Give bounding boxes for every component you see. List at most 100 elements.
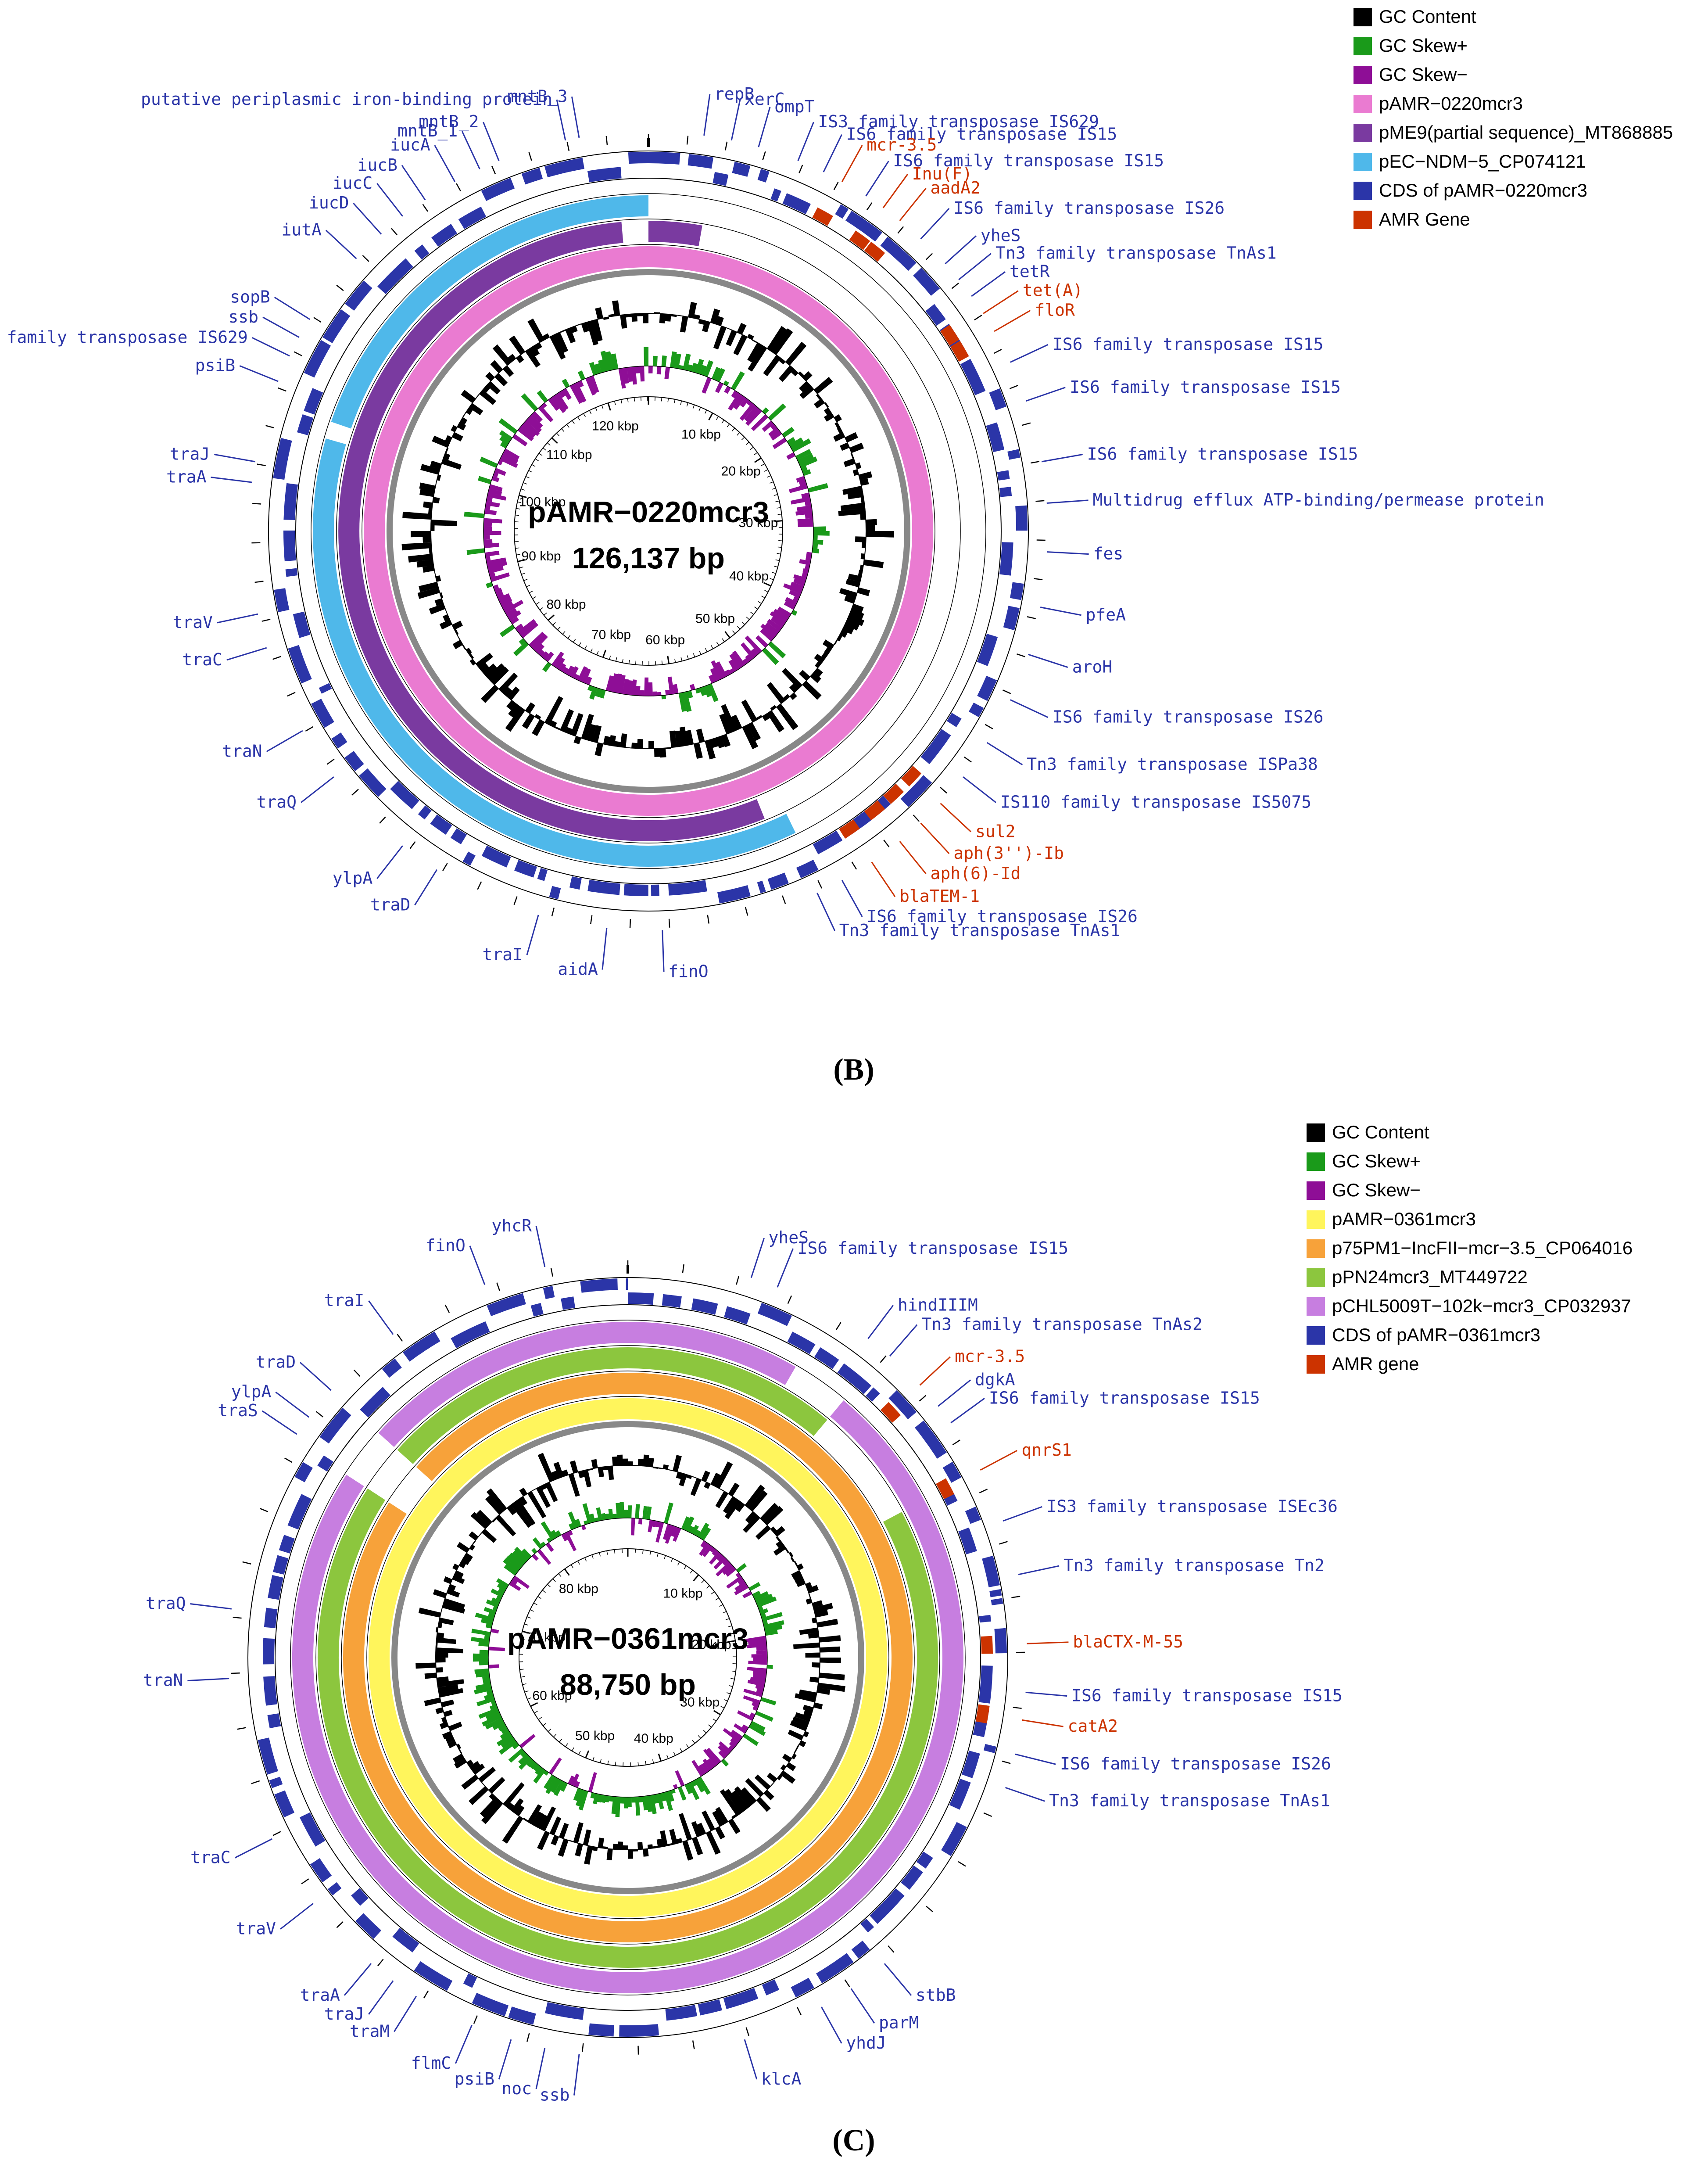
- ruler-tick: [705, 648, 708, 652]
- cds-block: [580, 1278, 618, 1293]
- cds-block: [430, 814, 452, 835]
- identity-ring-pPN24mcr3: [397, 1347, 628, 1464]
- gene-leader-line: [841, 880, 863, 917]
- ruler-tick: [516, 554, 520, 556]
- gene-leader-line: [938, 1379, 971, 1407]
- ruler-tick: [571, 1565, 573, 1568]
- cds-block: [757, 169, 770, 183]
- ruler-tick: [770, 481, 773, 484]
- legend: GC Content GC Skew+ GC Skew− pAMR−0220mcr3 p…: [1354, 6, 1673, 230]
- ruler-tick: [727, 423, 730, 427]
- cds-block: [322, 309, 351, 343]
- outer-tick: [999, 1541, 1008, 1545]
- ruler-tick: [673, 1751, 676, 1756]
- gene-label: IS6 family transposase IS15: [797, 1238, 1068, 1258]
- cds-block: [969, 703, 984, 718]
- ruler-tick: [732, 427, 735, 431]
- ruler-tick: [775, 500, 780, 502]
- gene-leader-line: [797, 122, 814, 161]
- cds-block: [1003, 606, 1020, 631]
- outer-tick: [926, 1906, 934, 1913]
- gene-label: IS6 family transposase IS15: [1071, 1686, 1343, 1705]
- ruler-tick: [602, 650, 606, 658]
- gene-label: iucB: [357, 155, 397, 175]
- ruler-tick: [622, 659, 623, 663]
- gene-label: Tn3 family transposase TnAs2: [921, 1315, 1203, 1334]
- gene-leader-line: [571, 97, 580, 138]
- cds-block: [263, 1676, 277, 1706]
- outer-tick: [305, 726, 314, 732]
- legend-label: GC Skew+: [1332, 1151, 1421, 1171]
- ruler-tick: [524, 1623, 528, 1626]
- identity-ring-pCHL5009T: [292, 1400, 963, 1993]
- gene-leader-line: [744, 2039, 758, 2080]
- amr-gene-label: qnrS1: [1021, 1440, 1071, 1460]
- gene-leader-line: [1027, 1641, 1069, 1644]
- cds-block: [723, 1988, 759, 2010]
- amr-gene-label: floR: [1035, 301, 1075, 320]
- cds-block: [648, 152, 680, 165]
- gene-label: mntB_3: [507, 86, 567, 106]
- cds-block: [285, 568, 298, 577]
- gene-leader-line: [750, 1238, 765, 1278]
- outer-tick: [423, 1990, 429, 1999]
- ruler-tick: [543, 448, 547, 451]
- ruler-tick: [577, 416, 580, 420]
- amr-gene-label: blaTEM-1: [899, 886, 980, 906]
- ruler-tick: [635, 1549, 636, 1553]
- cds-block: [549, 886, 561, 900]
- gene-label: finO: [425, 1236, 465, 1255]
- outer-tick: [473, 2015, 478, 2024]
- gene-leader-line: [526, 915, 539, 955]
- gene-leader-line: [1010, 344, 1049, 363]
- ruler-tick: [552, 1578, 556, 1582]
- identity-ring-pCHL5009T: [378, 1322, 628, 1447]
- gene-label: iucA: [390, 135, 430, 154]
- gene-label: traD: [370, 895, 411, 914]
- cds-block: [900, 775, 932, 807]
- ruler-tick: [520, 1676, 525, 1678]
- gene-label: traC: [182, 650, 222, 669]
- outer-tick: [351, 789, 359, 796]
- ruler-circle: [519, 1548, 737, 1767]
- amr-gene-label: blaCTX-M-55: [1073, 1632, 1183, 1651]
- cds-block: [920, 729, 951, 764]
- ruler-tick: [578, 642, 581, 646]
- legend-swatch: [1307, 1123, 1325, 1142]
- cds-block: [813, 830, 843, 854]
- cds-block: [698, 1999, 722, 2016]
- identity-ring-pME9: [648, 221, 702, 247]
- cds-block: [304, 340, 331, 378]
- ruler-tick: [547, 1584, 551, 1587]
- gene-label: ssb: [540, 2085, 570, 2105]
- gene-label: traJ: [324, 2004, 365, 2024]
- cds-block: [837, 1363, 872, 1394]
- legend-label: GC Skew−: [1332, 1180, 1421, 1200]
- gene-leader-line: [899, 188, 927, 221]
- outer-tick: [668, 919, 670, 928]
- gene-label: yheS: [769, 1228, 809, 1247]
- gene-leader-line: [994, 310, 1031, 332]
- ruler-tick: [705, 409, 707, 414]
- ruler-tick: [667, 656, 670, 664]
- outer-tick: [315, 1411, 324, 1418]
- gene-leader-line: [394, 1995, 417, 2032]
- amr-gene-block: [864, 800, 885, 821]
- cds-block: [958, 1527, 977, 1554]
- gene-label: Tn3 family transposase TnAs1: [1049, 1791, 1330, 1810]
- gene-leader-line: [275, 1391, 310, 1418]
- cds-block: [297, 414, 314, 436]
- outer-tick: [1035, 500, 1045, 502]
- ruler-tick: [721, 420, 724, 423]
- gene-label: dgkA: [975, 1370, 1015, 1389]
- outer-tick: [692, 2040, 695, 2049]
- ruler-tick: [770, 578, 774, 580]
- kbp-tick-label: 60 kbp: [645, 633, 685, 647]
- gene-label: Tn3 family transposase TnAs1: [995, 244, 1277, 263]
- ruler-tick: [772, 572, 776, 574]
- gene-leader-line: [1022, 1719, 1063, 1727]
- ruler-tick: [562, 631, 566, 635]
- ruler-tick: [746, 617, 750, 620]
- gene-label: klcA: [761, 2069, 802, 2089]
- cds-block: [983, 1744, 996, 1753]
